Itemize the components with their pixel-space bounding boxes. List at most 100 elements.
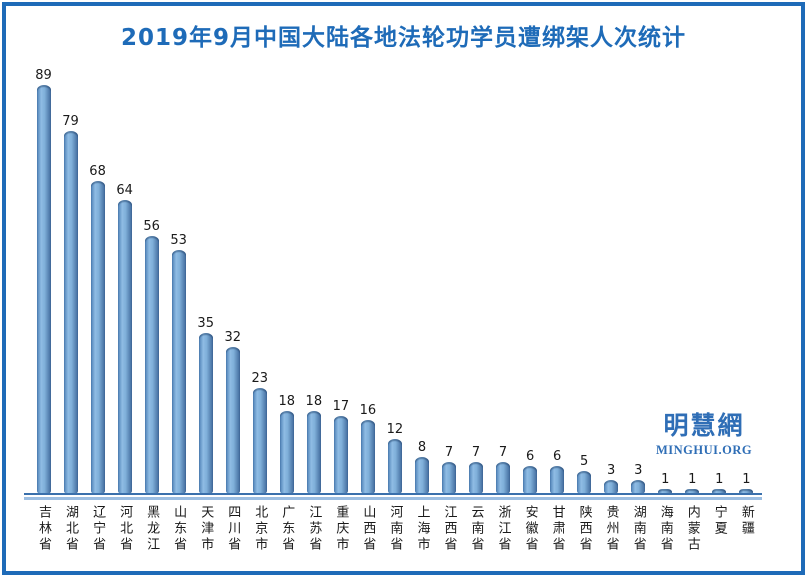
category-label: 湖南省 (625, 505, 652, 553)
category-label-text: 湖北省 (63, 505, 79, 553)
bar-column: 32 (219, 56, 246, 494)
category-label: 贵州省 (598, 505, 625, 553)
x-axis-shadow-line (24, 497, 762, 500)
category-label-text: 上海市 (414, 505, 430, 553)
bar-column: 79 (57, 56, 84, 494)
category-label: 山东省 (165, 505, 192, 553)
bar-column: 18 (273, 56, 300, 494)
category-label-text: 山东省 (171, 505, 187, 553)
category-label-text: 安徽省 (522, 505, 538, 553)
watermark-latin-text: MINGHUI.ORG (655, 443, 753, 457)
category-label: 河北省 (111, 505, 138, 553)
bar (225, 347, 240, 494)
bar-column: 35 (192, 56, 219, 494)
category-label-text: 河南省 (387, 505, 403, 553)
bar-value-label: 7 (471, 445, 481, 460)
bar (658, 489, 673, 494)
bar-value-label: 32 (224, 330, 241, 345)
bar (577, 471, 592, 494)
bar-column: 5 (571, 56, 598, 494)
x-axis-labels: 吉林省 湖北省 辽宁省 河北省 黑龙江 山东省 天津市 四川省 北京市 广东省 江苏省 重庆市 山西省河… (30, 505, 760, 553)
category-label: 上海市 (408, 505, 435, 553)
bar-column: 7 (435, 56, 462, 494)
bar-value-label: 6 (525, 449, 535, 464)
bar-column: 1 (652, 56, 679, 494)
bar-column: 1 (679, 56, 706, 494)
bar (441, 462, 456, 494)
category-label: 辽宁省 (84, 505, 111, 553)
category-label-text: 海南省 (657, 505, 673, 553)
bar (414, 457, 429, 494)
bar-value-label: 23 (251, 371, 269, 386)
bar-column: 7 (490, 56, 517, 494)
bar-value-label: 64 (116, 183, 133, 198)
category-label: 吉林省 (30, 505, 57, 553)
bar-column: 16 (354, 56, 381, 494)
bar-column: 7 (463, 56, 490, 494)
bar-value-label: 1 (715, 472, 724, 487)
category-label-text: 陕西省 (576, 505, 592, 553)
category-label: 陕西省 (571, 505, 598, 553)
category-label: 湖北省 (57, 505, 84, 553)
bar-value-label: 1 (688, 472, 697, 487)
bar (36, 85, 51, 494)
category-label: 重庆市 (327, 505, 354, 553)
bar-value-label: 1 (742, 472, 751, 487)
bar-value-label: 12 (386, 422, 404, 437)
plot-area: 89 79 68 64 56 53 35 32 23 18 18 17 16 12 8 7 7 7 6 6 5 3 3 1 1 1… (30, 56, 760, 494)
category-label-text: 浙江省 (495, 505, 511, 553)
category-label-text: 天津市 (198, 505, 214, 553)
category-label-text: 云南省 (468, 505, 484, 553)
bar-column: 64 (111, 56, 138, 494)
category-label: 内蒙古 (679, 505, 706, 553)
bar-value-label: 3 (634, 463, 643, 478)
bar (469, 462, 484, 494)
bar-value-label: 1 (661, 472, 670, 487)
bar-value-label: 5 (580, 454, 589, 469)
bar-value-label: 18 (305, 394, 323, 409)
bar (604, 480, 619, 494)
bar-value-label: 68 (89, 164, 106, 179)
bar (63, 131, 78, 494)
category-label: 黑龙江 (138, 505, 165, 553)
bar-column: 1 (733, 56, 760, 494)
category-label-text: 宁夏 (711, 505, 727, 537)
category-label: 四川省 (219, 505, 246, 553)
bar-column: 3 (625, 56, 652, 494)
bar-column: 12 (381, 56, 408, 494)
bar-value-label: 8 (417, 440, 427, 455)
category-label: 海南省 (652, 505, 679, 553)
category-label: 甘肃省 (544, 505, 571, 553)
bar-column: 6 (517, 56, 544, 494)
bar-column: 68 (84, 56, 111, 494)
category-label-text: 贵州省 (603, 505, 619, 553)
bar-column: 89 (30, 56, 57, 494)
bar-value-label: 89 (35, 68, 52, 83)
bar-value-label: 56 (143, 219, 160, 234)
bar (523, 466, 538, 494)
bar-column: 53 (165, 56, 192, 494)
bar-value-label: 79 (62, 114, 79, 129)
category-label: 山西省 (354, 505, 381, 553)
category-label: 江苏省 (300, 505, 327, 553)
bar-value-label: 18 (278, 394, 296, 409)
bar (252, 388, 267, 494)
bar-value-label: 16 (359, 403, 377, 418)
bar-value-label: 53 (170, 233, 187, 248)
bar (387, 439, 402, 494)
bar (360, 420, 375, 494)
bar-column: 18 (300, 56, 327, 494)
category-label: 天津市 (192, 505, 219, 553)
category-label-text: 黑龙江 (144, 505, 160, 553)
bar-value-label: 7 (498, 445, 508, 460)
category-label: 新疆 (733, 505, 760, 553)
bar-column: 8 (408, 56, 435, 494)
category-label: 安徽省 (517, 505, 544, 553)
category-label-text: 广东省 (279, 505, 295, 553)
category-label: 北京市 (246, 505, 273, 553)
minghui-watermark: 明慧網 MINGHUI.ORG (646, 406, 762, 458)
category-label-text: 北京市 (252, 505, 268, 553)
category-label-text: 江苏省 (306, 505, 322, 553)
bar (739, 489, 754, 494)
